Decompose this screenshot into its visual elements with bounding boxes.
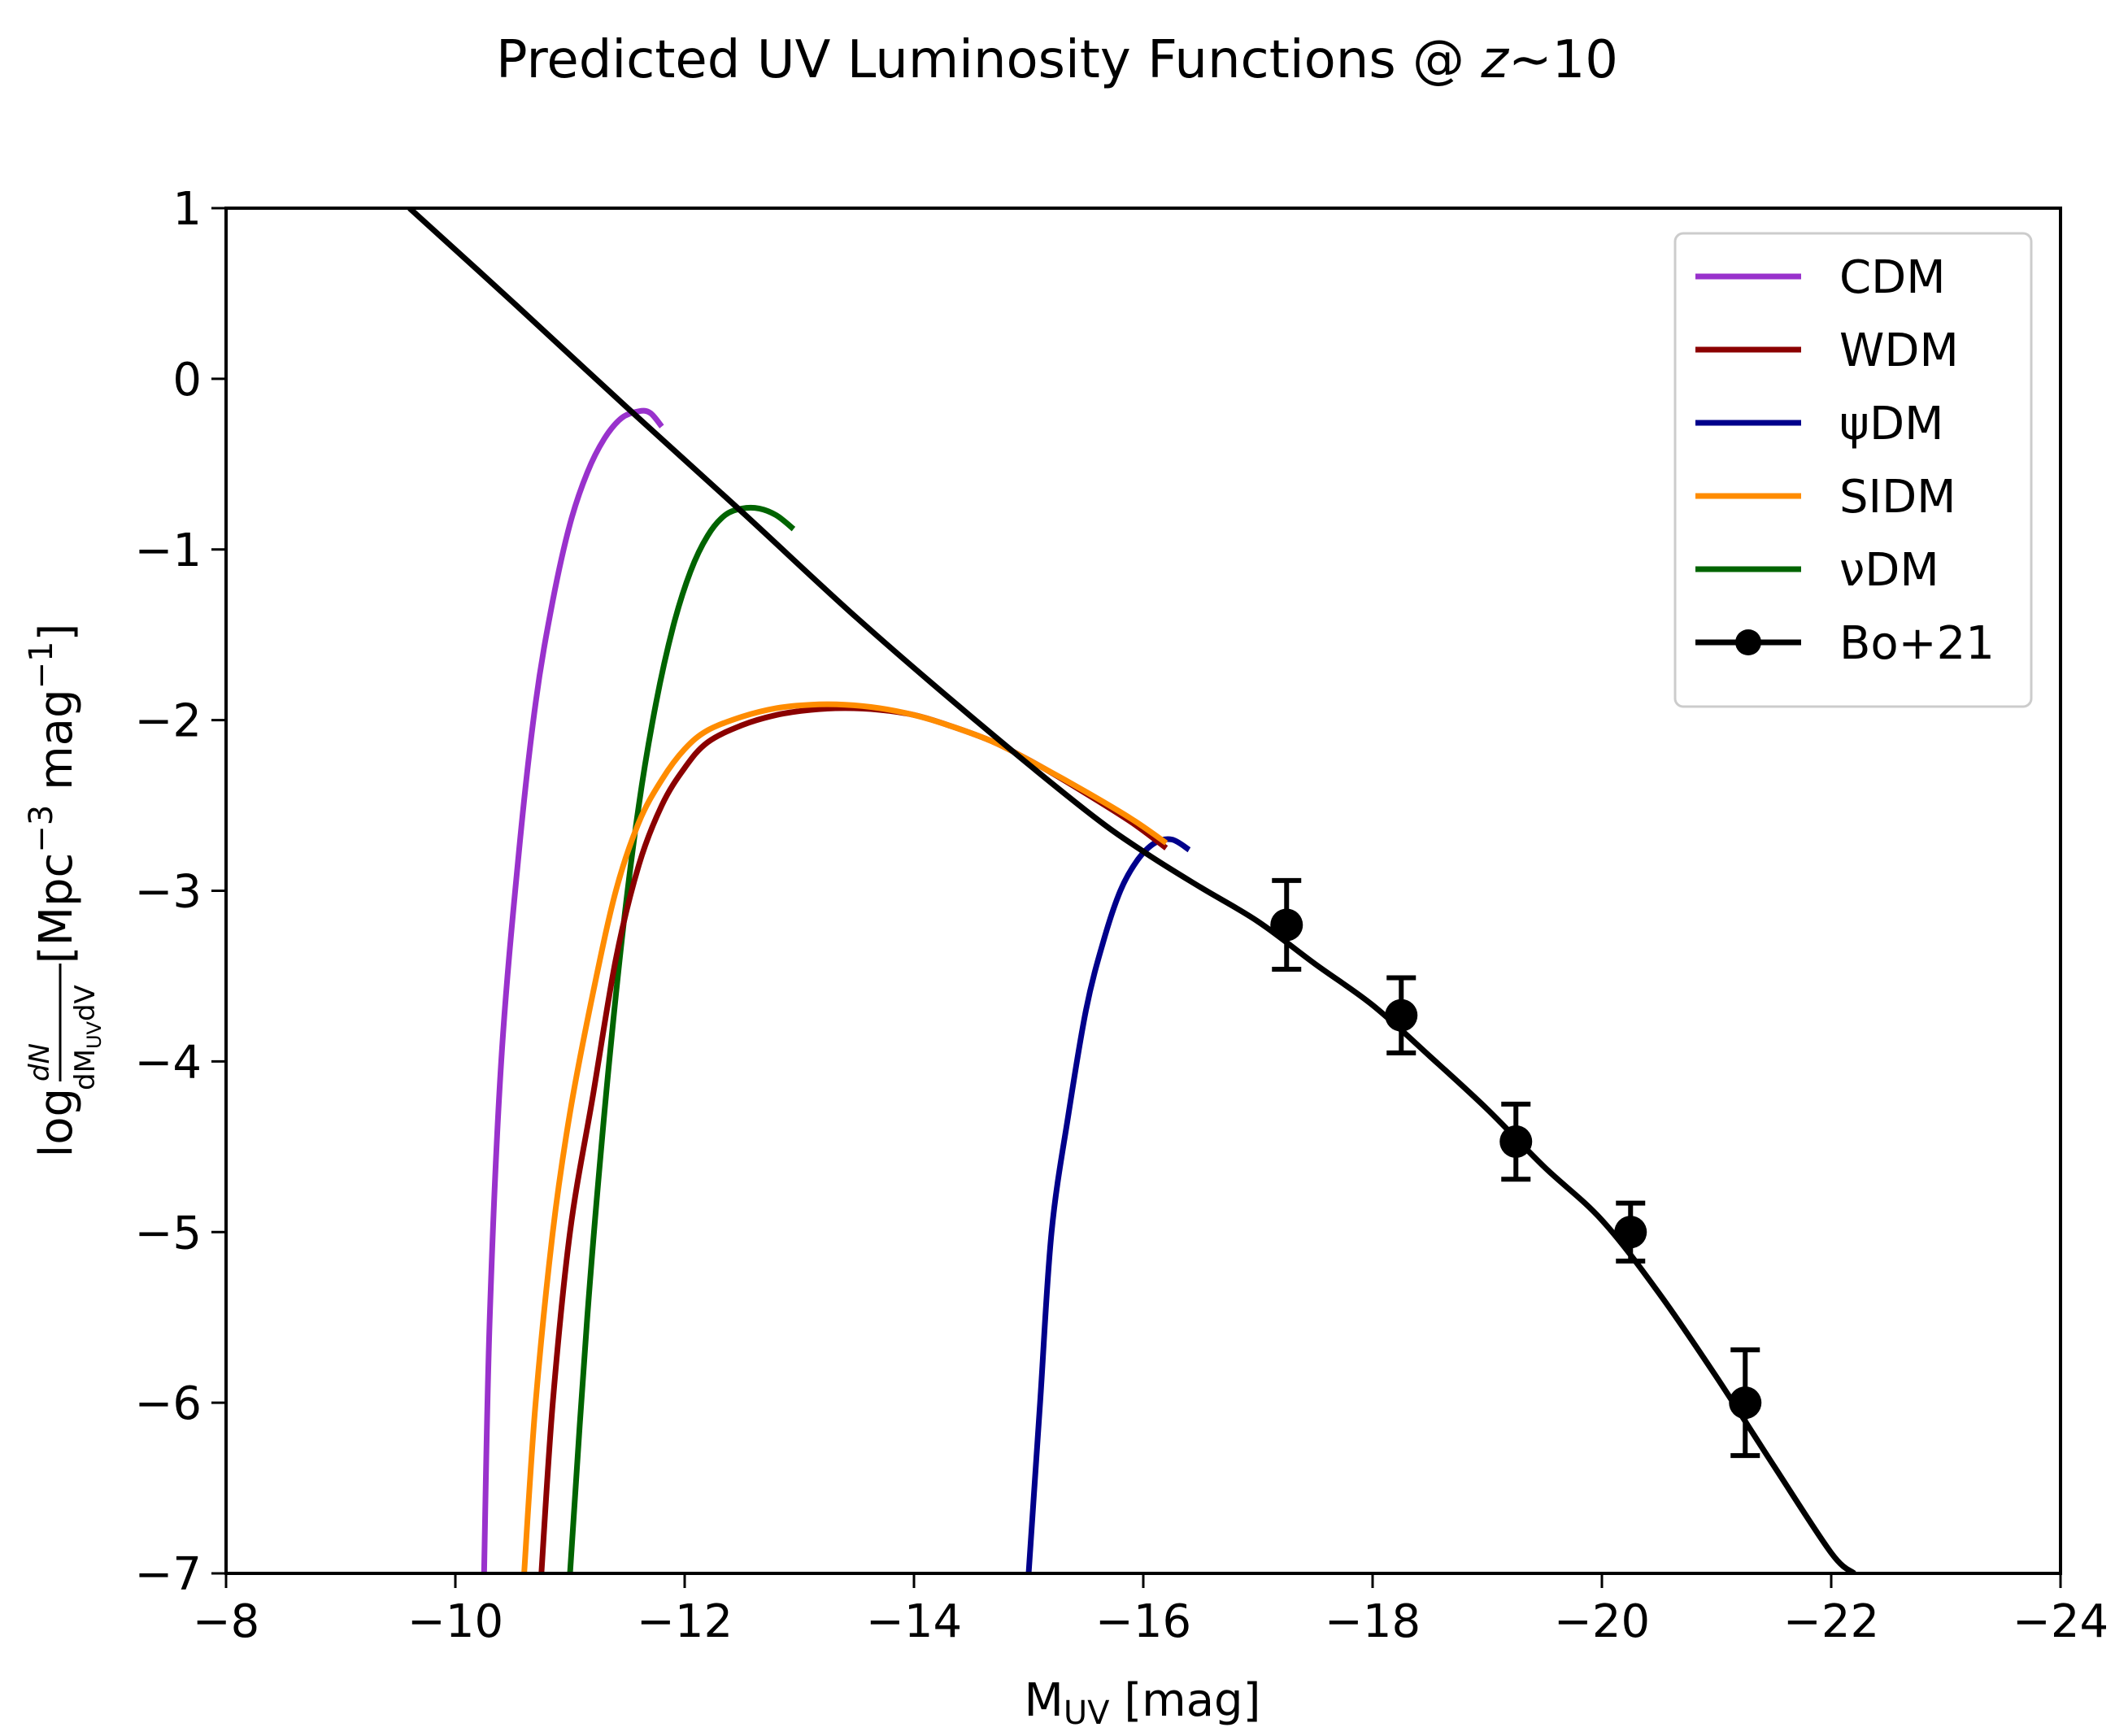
x-axis-label: MUV [mag] <box>1025 1674 1261 1732</box>
x-tick-label: −20 <box>1554 1595 1650 1648</box>
legend-label: νDM <box>1839 544 1939 597</box>
data-point-bo21 <box>1270 908 1303 942</box>
data-points-layer <box>1270 877 1762 1459</box>
series-line-dm <box>567 504 796 1573</box>
x-tick-label: −8 <box>193 1595 260 1648</box>
x-tick-label: −12 <box>637 1595 733 1648</box>
y-tick-label: 0 <box>172 354 202 407</box>
y-tick-label: −3 <box>134 866 202 919</box>
plot-frame <box>224 207 2062 1575</box>
y-axis-label: logdN dMUVdV[Mpc−3 mag−1] <box>23 624 106 1158</box>
series-line-bo21 <box>407 208 1856 1573</box>
legend-label: WDM <box>1839 324 1959 377</box>
legend-label: ψDM <box>1839 398 1943 450</box>
data-point-bo21 <box>1614 1216 1647 1249</box>
legend-marker <box>1735 629 1761 655</box>
y-tick-label: −7 <box>134 1548 202 1601</box>
series-line-sidm <box>521 701 1168 1573</box>
y-tick-label: −1 <box>134 524 202 577</box>
series-layer <box>407 208 1856 1573</box>
y-tick-label: −4 <box>134 1036 202 1089</box>
x-tick-label: −18 <box>1325 1595 1421 1648</box>
x-tick-label: −16 <box>1095 1595 1191 1648</box>
data-point-bo21 <box>1385 999 1418 1032</box>
axis-ticks: −8 −10 −12 −14 −16 −18 −20 −22 −24 1 0 −1 −2 −3 −4 −5 −6… <box>134 183 2108 1648</box>
legend-label: CDM <box>1839 251 1946 304</box>
legend: CDM WDM ψDM SIDM νDM Bo+21 <box>1673 232 2033 708</box>
x-tick-label: −24 <box>2013 1595 2108 1648</box>
series-line-cdm <box>481 407 664 1573</box>
y-tick-label: −6 <box>134 1377 202 1430</box>
y-tick-label: −5 <box>134 1207 202 1260</box>
data-point-bo21 <box>1499 1125 1533 1159</box>
chart-title: Predicted UV Luminosity Functions @ z∼10 <box>496 30 1618 90</box>
x-tick-label: −14 <box>866 1595 962 1648</box>
x-tick-label: −22 <box>1783 1595 1879 1648</box>
legend-label: SIDM <box>1839 471 1956 524</box>
legend-label: Bo+21 <box>1839 617 1995 670</box>
series-line-dm <box>1025 836 1191 1573</box>
x-tick-label: −10 <box>407 1595 503 1648</box>
y-tick-label: −2 <box>134 695 202 748</box>
y-tick-label: 1 <box>172 183 202 236</box>
data-point-bo21 <box>1729 1386 1762 1420</box>
